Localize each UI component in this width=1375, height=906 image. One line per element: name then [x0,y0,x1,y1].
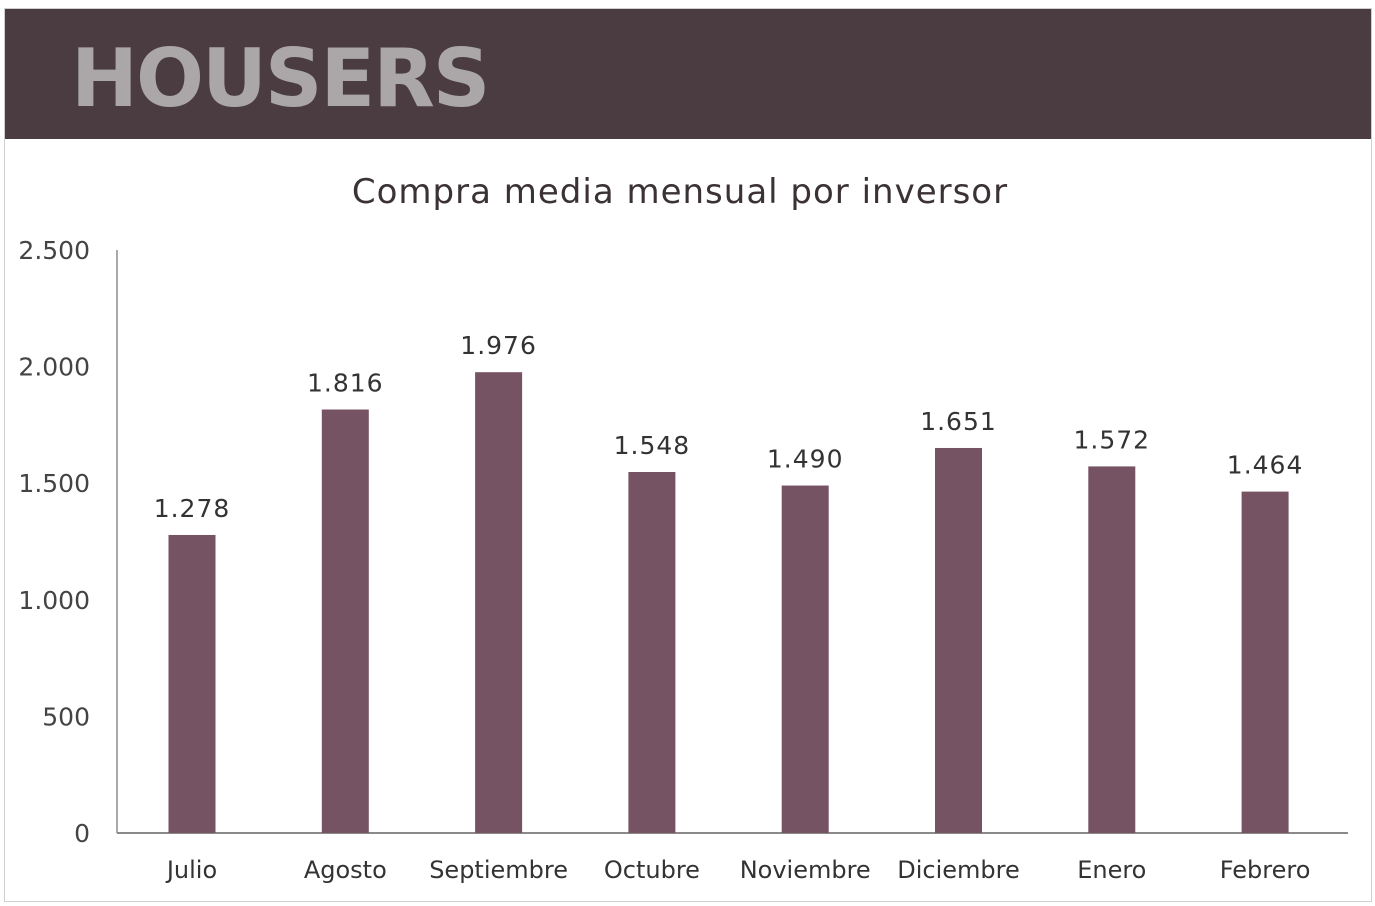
category-label: Noviembre [740,856,871,884]
data-labels: 1.278 1.816 1.976 1.548 1.490 1.651 1.572 1.464 [154,331,1304,523]
bar [475,372,523,833]
category-label: Octubre [604,856,700,884]
bar [1241,491,1289,833]
y-tick-label: 1.000 [18,586,90,615]
category-label: Febrero [1220,856,1311,884]
bars [168,372,1289,833]
data-label: 1.816 [307,369,384,398]
category-label: Julio [165,856,217,884]
header-banner: HOUSERS [5,9,1371,139]
bar [781,485,829,833]
category-label: Diciembre [897,856,1020,884]
category-label: Enero [1077,856,1146,884]
y-tick-label: 2.500 [18,236,90,265]
chart-frame: HOUSERS [4,8,1372,902]
data-label: 1.490 [767,445,844,474]
y-tick-label: 500 [42,702,90,731]
bar [321,409,369,833]
logo-text: HOUSERS [71,32,490,125]
bar [935,447,982,833]
bar [628,472,676,833]
data-label: 1.976 [460,331,537,360]
housers-logo: HOUSERS [71,31,490,127]
data-label: 1.651 [920,407,997,436]
chart-title: Compra media mensual por inversor [352,172,1008,212]
data-label: 1.548 [614,431,691,460]
category-label: Agosto [304,856,387,884]
data-label: 1.464 [1227,451,1304,480]
category-label: Septiembre [429,856,568,884]
y-tick-label: 1.500 [18,469,90,498]
bar [1088,466,1136,833]
y-axis: 0 500 1.000 1.500 2.000 2.500 [18,236,118,848]
category-labels: Julio Agosto Septiembre Octubre Noviembre Dic… [165,856,1311,884]
y-tick-label: 0 [74,819,90,848]
data-label: 1.572 [1074,425,1151,454]
bar [168,534,216,833]
data-label: 1.278 [154,494,231,523]
y-tick-label: 2.000 [18,353,90,382]
